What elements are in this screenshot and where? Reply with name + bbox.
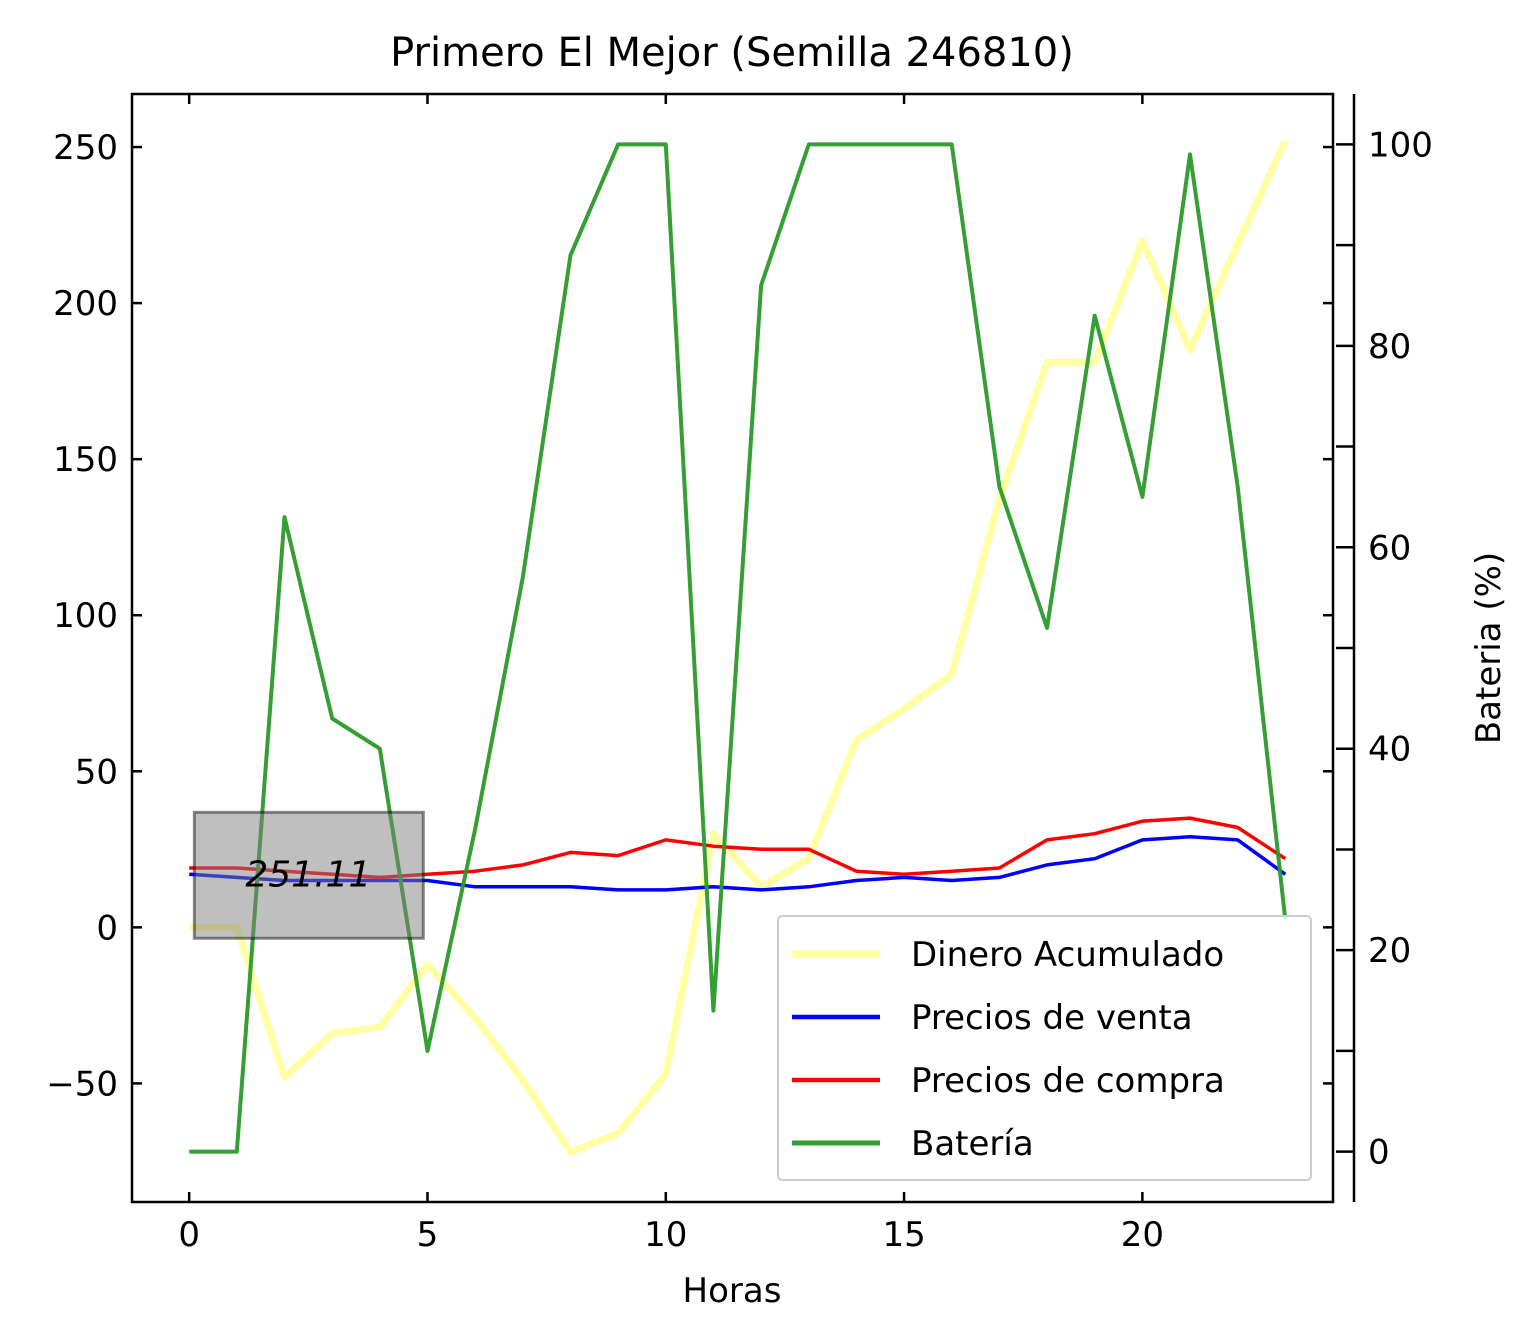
x-tick-label: 20 bbox=[1121, 1215, 1164, 1255]
y2-tick-label: 0 bbox=[1368, 1133, 1390, 1173]
legend-entry-bateria: Batería bbox=[792, 1124, 1034, 1164]
y-tick-label: 100 bbox=[53, 596, 118, 636]
plot-frame bbox=[130, 92, 1335, 1204]
y-tick-label: −50 bbox=[46, 1064, 118, 1104]
x-axis-label: Horas bbox=[683, 1271, 782, 1311]
ticks-layer: 0 5 10 15 20 −50 0 50 100 150 200 250 0 20 40 60 80 100 bbox=[46, 94, 1433, 1255]
x-tick-label: 5 bbox=[417, 1215, 439, 1255]
y2-axis-label: Bateria (%) bbox=[1469, 552, 1509, 744]
y2-tick-label: 100 bbox=[1368, 125, 1433, 165]
legend-entry-precios-de-venta: Precios de venta bbox=[792, 998, 1193, 1038]
annotation: 251.11 bbox=[192, 810, 425, 940]
y-tick-label: 200 bbox=[53, 284, 118, 324]
legend-label: Precios de venta bbox=[911, 998, 1193, 1038]
y-tick-label: 150 bbox=[53, 440, 118, 480]
y2-tick-label: 20 bbox=[1368, 931, 1411, 971]
legend-entry-precios-de-compra: Precios de compra bbox=[792, 1061, 1225, 1101]
y-tick-label: 250 bbox=[53, 128, 118, 168]
x-tick-label: 0 bbox=[178, 1215, 200, 1255]
legend: Dinero Acumulado Precios de venta Precios … bbox=[777, 915, 1312, 1181]
legend-label: Dinero Acumulado bbox=[911, 935, 1224, 975]
y2-tick-label: 60 bbox=[1368, 528, 1411, 568]
x-tick-label: 15 bbox=[882, 1215, 925, 1255]
annotation-layer: 251.11 bbox=[192, 810, 425, 940]
chart-title: Primero El Mejor (Semilla 246810) bbox=[390, 30, 1074, 76]
legend-label: Batería bbox=[911, 1124, 1034, 1164]
legend-entry-dinero-acumulado: Dinero Acumulado bbox=[792, 935, 1224, 975]
y2-tick-label: 80 bbox=[1368, 327, 1411, 367]
x-tick-label: 10 bbox=[644, 1215, 687, 1255]
annotation-box bbox=[192, 810, 425, 940]
series-line-bateria bbox=[189, 142, 1288, 1154]
legend-box bbox=[777, 915, 1312, 1181]
y-tick-label: 0 bbox=[96, 908, 118, 948]
legend-label: Precios de compra bbox=[911, 1061, 1225, 1101]
annotation-text: 251.11 bbox=[245, 854, 371, 895]
y2-tick-label: 40 bbox=[1368, 730, 1411, 770]
y-tick-label: 50 bbox=[75, 752, 118, 792]
